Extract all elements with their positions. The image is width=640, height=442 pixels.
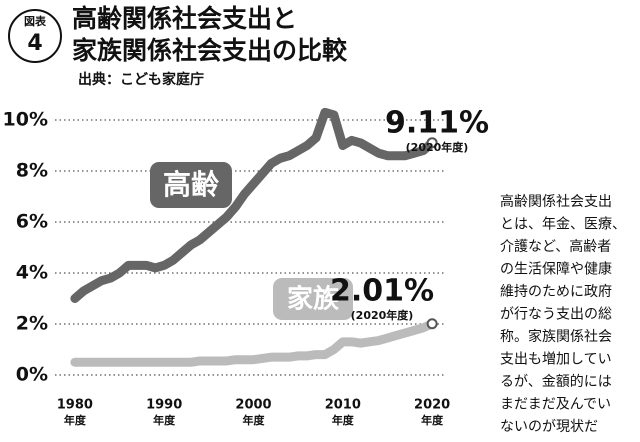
chart-title: 高齢関係社会支出と: [72, 4, 297, 33]
x-unit-label: 年度: [64, 413, 87, 427]
y-tick-label: 2%: [16, 313, 48, 335]
value-label: 9.11%: [385, 106, 489, 141]
side-text: 維持のために政府: [500, 284, 612, 300]
x-tick-label: 2020: [414, 398, 450, 413]
series-label-box: [273, 278, 353, 320]
value-label: 2.01%: [330, 274, 434, 309]
value-note: (2020年度): [406, 140, 469, 154]
series-label-box: [150, 162, 232, 208]
y-tick-label: 10%: [3, 109, 48, 131]
y-tick-label: 0%: [16, 364, 48, 386]
x-unit-label: 年度: [153, 413, 176, 427]
badge: [8, 9, 62, 63]
badge-label: 図表: [24, 14, 47, 28]
badge-number: 4: [27, 31, 42, 56]
series-label: 家族: [287, 284, 340, 315]
side-text: 介護など、高齢者: [500, 238, 611, 255]
side-text: 称。家族関係社会: [500, 328, 612, 345]
x-tick-label: 1990: [146, 398, 182, 413]
y-tick-label: 6%: [16, 211, 48, 233]
x-tick-label: 2010: [325, 398, 361, 413]
side-text: るが、金額的には: [500, 374, 612, 390]
value-note: (2020年度): [351, 308, 414, 322]
x-tick-label: 1980: [57, 398, 93, 413]
end-marker: [426, 137, 438, 149]
series-line: [70, 319, 437, 367]
side-text: まだまだ及んでい: [500, 397, 611, 413]
side-text: 支出も増加してい: [500, 352, 612, 368]
x-unit-label: 年度: [243, 413, 266, 427]
x-unit-label: 年度: [332, 413, 355, 427]
chart-title: 家族関係社会支出の比較: [72, 36, 348, 65]
side-text: 高齢関係社会支出: [500, 193, 612, 210]
y-tick-label: 4%: [16, 262, 48, 284]
end-marker: [426, 318, 438, 330]
y-tick-label: 8%: [16, 160, 48, 182]
series-line: [70, 107, 437, 303]
series-label: 高齢: [163, 168, 219, 201]
x-tick-label: 2000: [235, 398, 271, 413]
side-text: とは、年金、医療、: [500, 216, 626, 233]
side-text: が行なう支出の総: [500, 307, 612, 323]
side-text: ないのが現状だ: [500, 419, 598, 435]
side-text: の生活保障や健康: [500, 261, 612, 278]
x-unit-label: 年度: [421, 413, 444, 427]
source: 出典：こども家庭庁: [78, 71, 204, 88]
